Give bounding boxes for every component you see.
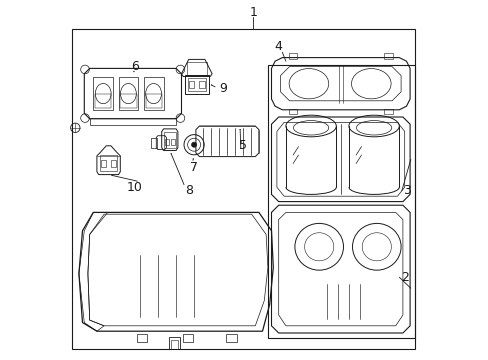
Text: 2: 2 — [400, 271, 408, 284]
Text: 4: 4 — [274, 40, 282, 53]
Bar — [384, 109, 392, 114]
Bar — [384, 53, 392, 59]
Bar — [95, 94, 111, 108]
Bar — [151, 138, 157, 148]
Bar — [187, 78, 205, 91]
Bar — [168, 337, 179, 349]
Bar — [226, 334, 236, 342]
Bar — [143, 77, 163, 110]
Bar — [199, 81, 204, 88]
Ellipse shape — [191, 142, 196, 147]
Bar — [101, 160, 106, 167]
Text: 9: 9 — [219, 82, 226, 95]
Bar — [188, 81, 194, 88]
Bar — [120, 94, 136, 108]
Bar — [118, 77, 138, 110]
Bar — [288, 109, 297, 114]
Bar — [110, 160, 116, 167]
Bar — [89, 118, 176, 125]
Text: 7: 7 — [190, 161, 198, 174]
Text: 8: 8 — [184, 184, 192, 197]
Bar — [288, 53, 297, 59]
Bar — [72, 29, 415, 349]
Bar — [183, 334, 193, 342]
Bar — [186, 62, 206, 75]
Bar — [267, 65, 415, 338]
Text: 6: 6 — [130, 60, 139, 73]
Bar — [170, 340, 178, 349]
Bar — [185, 75, 208, 94]
Bar — [100, 155, 117, 171]
Bar — [136, 334, 146, 342]
Text: 10: 10 — [126, 181, 142, 194]
Text: 3: 3 — [403, 184, 410, 197]
Bar — [170, 139, 175, 145]
Text: 5: 5 — [238, 139, 246, 152]
Bar — [163, 132, 175, 148]
Bar — [145, 94, 162, 108]
Text: 1: 1 — [249, 6, 257, 19]
Bar — [164, 139, 168, 145]
Bar — [93, 77, 113, 110]
